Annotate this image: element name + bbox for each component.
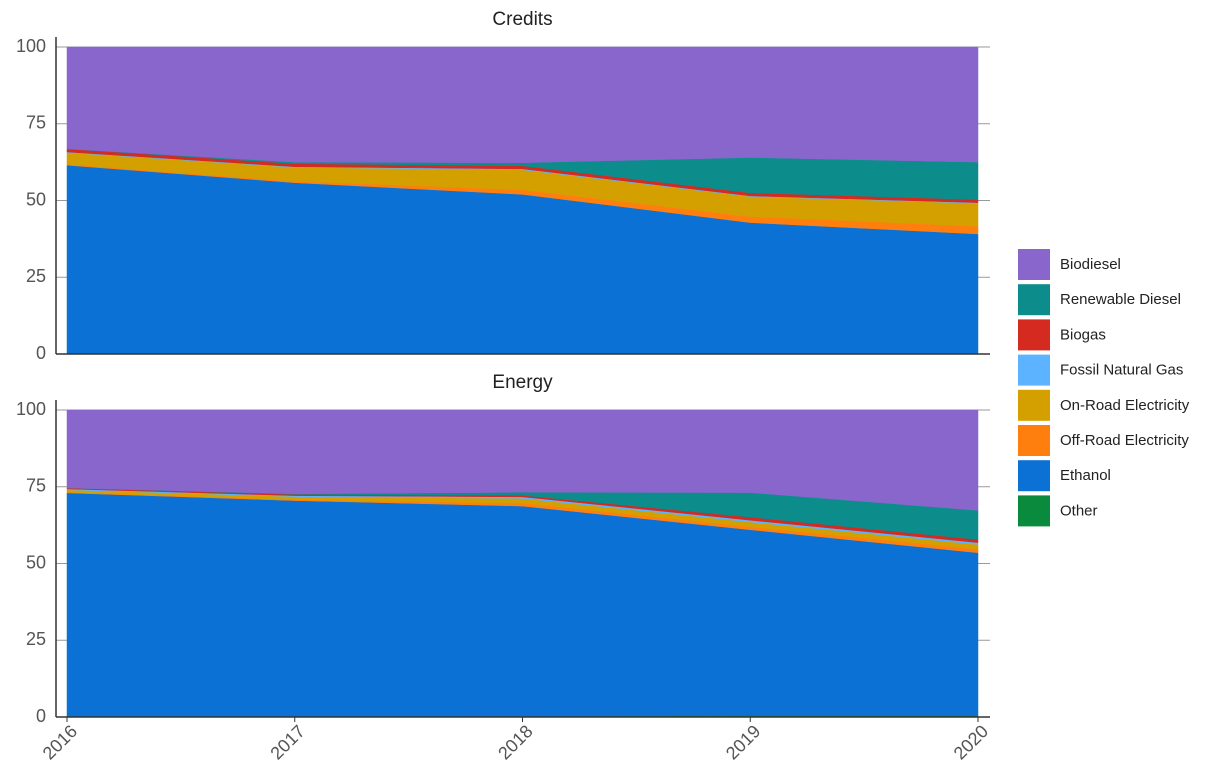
legend-label: On-Road Electricity xyxy=(1060,397,1190,414)
area xyxy=(66,46,979,163)
legend-swatch xyxy=(1018,495,1050,527)
x-tick-label: 2019 xyxy=(722,721,764,763)
chart-title: Energy xyxy=(492,372,553,393)
y-tick-label: 25 xyxy=(26,629,46,649)
y-tick-label: 50 xyxy=(26,189,46,209)
y-tick-label: 25 xyxy=(26,266,46,286)
legend-label: Renewable Diesel xyxy=(1060,291,1181,308)
y-tick-label: 50 xyxy=(26,552,46,572)
legend-label: Ethanol xyxy=(1060,467,1111,484)
legend-label: Off-Road Electricity xyxy=(1060,432,1189,449)
legend-swatch xyxy=(1018,389,1050,421)
y-tick-label: 75 xyxy=(26,113,46,133)
y-tick-label: 0 xyxy=(36,706,46,726)
legend-swatch xyxy=(1018,460,1050,492)
area xyxy=(66,409,979,511)
legend-swatch xyxy=(1018,284,1050,316)
legend-swatch xyxy=(1018,425,1050,456)
chart-title: Credits xyxy=(492,9,552,30)
x-tick-label: 2020 xyxy=(950,721,992,763)
x-tick-label: 2018 xyxy=(494,721,536,763)
legend-label: Biogas xyxy=(1060,326,1106,343)
legend-swatch xyxy=(1018,354,1050,386)
legend-label: Fossil Natural Gas xyxy=(1060,362,1183,379)
y-tick-label: 75 xyxy=(26,476,46,496)
legend-label: Biodiesel xyxy=(1060,256,1121,273)
legend-label: Other xyxy=(1060,502,1098,519)
x-tick-label: 2016 xyxy=(39,721,81,763)
legend-swatch xyxy=(1018,319,1050,351)
y-tick-label: 100 xyxy=(16,36,46,56)
y-tick-label: 100 xyxy=(16,399,46,419)
y-tick-label: 0 xyxy=(36,343,46,363)
legend-swatch xyxy=(1018,249,1050,280)
x-tick-label: 2017 xyxy=(266,721,308,763)
